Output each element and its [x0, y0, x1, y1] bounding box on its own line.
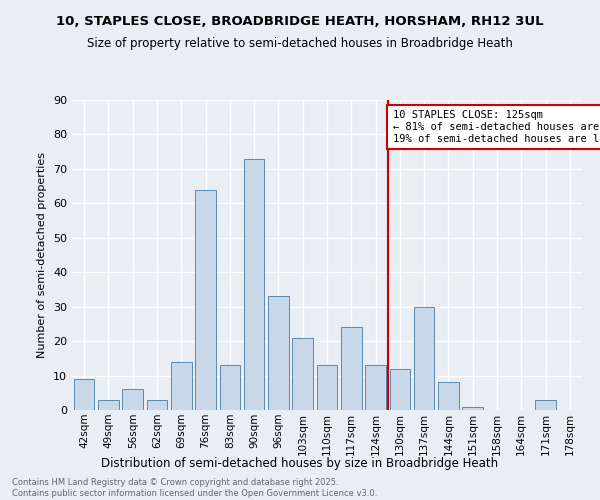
Text: Distribution of semi-detached houses by size in Broadbridge Heath: Distribution of semi-detached houses by … [101, 458, 499, 470]
Text: 10, STAPLES CLOSE, BROADBRIDGE HEATH, HORSHAM, RH12 3UL: 10, STAPLES CLOSE, BROADBRIDGE HEATH, HO… [56, 15, 544, 28]
Bar [414, 306, 434, 410]
Bar [365, 365, 386, 410]
Text: Contains HM Land Registry data © Crown copyright and database right 2025.
Contai: Contains HM Land Registry data © Crown c… [12, 478, 377, 498]
Bar [438, 382, 459, 410]
Text: Size of property relative to semi-detached houses in Broadbridge Heath: Size of property relative to semi-detach… [87, 38, 513, 51]
Bar [146, 400, 167, 410]
Bar [535, 400, 556, 410]
Bar [244, 158, 265, 410]
Y-axis label: Number of semi-detached properties: Number of semi-detached properties [37, 152, 47, 358]
Bar [195, 190, 216, 410]
Bar [268, 296, 289, 410]
Text: 10 STAPLES CLOSE: 125sqm
← 81% of semi-detached houses are smaller (273)
19% of : 10 STAPLES CLOSE: 125sqm ← 81% of semi-d… [392, 110, 600, 144]
Bar [463, 406, 483, 410]
Bar [220, 365, 240, 410]
Bar [341, 328, 362, 410]
Bar [74, 379, 94, 410]
Bar [98, 400, 119, 410]
Bar [292, 338, 313, 410]
Bar [389, 368, 410, 410]
Bar [171, 362, 191, 410]
Bar [122, 390, 143, 410]
Bar [317, 365, 337, 410]
